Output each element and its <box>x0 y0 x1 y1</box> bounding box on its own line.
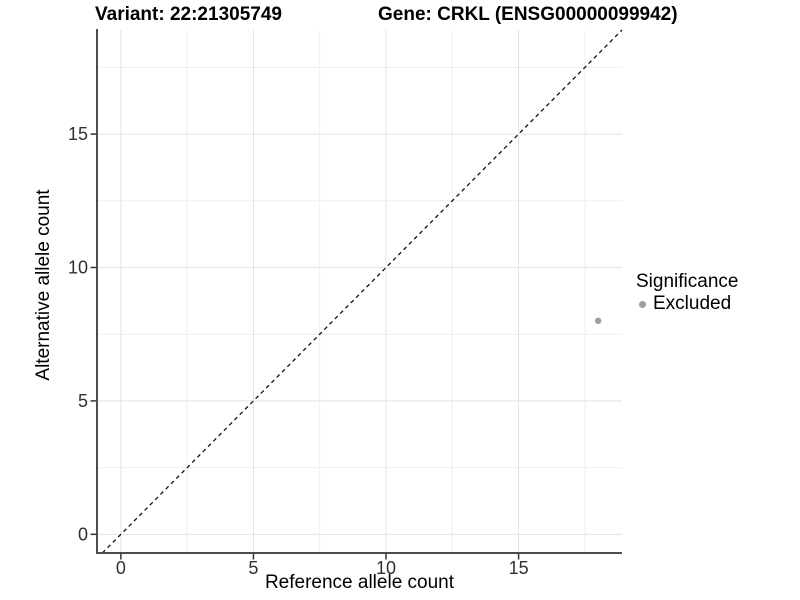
variant-title: Variant: 22:21305749 <box>95 4 282 25</box>
x-tick-label: 5 <box>248 558 258 578</box>
legend: Significance Excluded <box>636 271 738 315</box>
y-tick-label: 15 <box>68 124 88 144</box>
gene-title: Gene: CRKL (ENSG00000099942) <box>378 4 678 25</box>
y-tick-label: 10 <box>68 257 88 277</box>
y-tick-label: 5 <box>78 391 88 411</box>
dot-icon <box>639 300 646 308</box>
legend-item-label: Excluded <box>653 293 732 314</box>
legend-item-excluded: Excluded <box>636 293 738 315</box>
legend-title: Significance <box>636 271 739 292</box>
y-tick-label: 0 <box>78 524 88 544</box>
x-tick-label: 0 <box>116 558 126 578</box>
x-axis-title: Reference allele count <box>264 572 455 593</box>
data-point <box>594 317 602 325</box>
y-axis-title: Alternative allele count <box>33 189 54 381</box>
x-tick-label: 10 <box>376 558 396 578</box>
identity-dashed-line <box>101 29 623 554</box>
x-tick-label: 15 <box>509 558 529 578</box>
